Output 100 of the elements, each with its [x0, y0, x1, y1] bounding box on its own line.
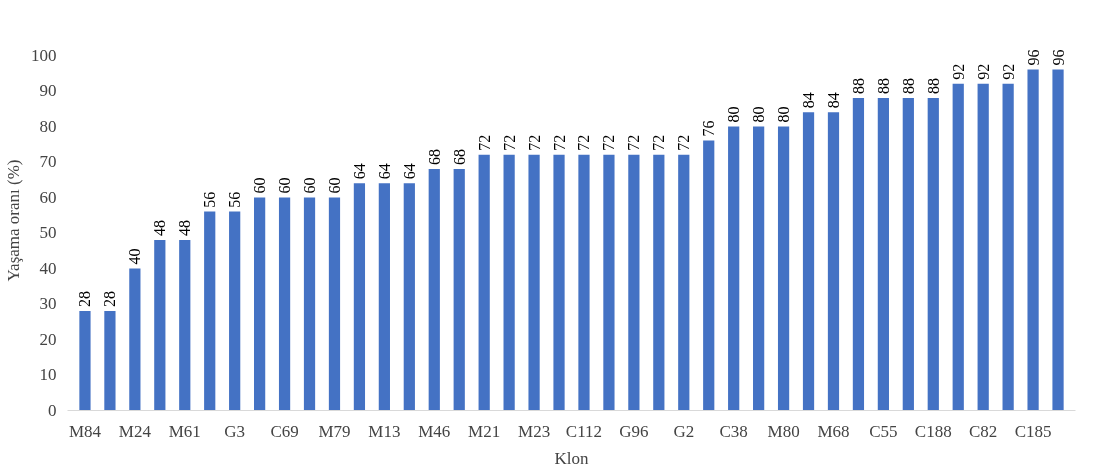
- x-tick-label: M13: [368, 421, 401, 441]
- data-label: 56: [226, 191, 244, 208]
- y-tick-label: 80: [39, 116, 57, 136]
- data-label: 88: [899, 77, 917, 94]
- x-tick-label: M24: [118, 421, 152, 441]
- bar: [229, 211, 241, 411]
- data-label: 68: [450, 149, 468, 165]
- bar: [353, 183, 366, 411]
- data-label: 84: [800, 92, 818, 109]
- x-tick-label: C38: [719, 421, 748, 441]
- x-tick-label: M46: [418, 421, 451, 441]
- data-label: 72: [550, 134, 568, 151]
- data-label: 84: [824, 92, 842, 109]
- data-label: 72: [575, 134, 593, 151]
- x-tick-label: C188: [914, 421, 952, 441]
- data-label: 60: [301, 177, 319, 194]
- x-tick-label: C185: [1014, 421, 1052, 441]
- data-label: 92: [949, 63, 967, 80]
- y-tick-label: 10: [39, 365, 57, 385]
- x-tick-label: M68: [817, 421, 850, 441]
- bar: [553, 154, 565, 411]
- x-tick-label: M79: [318, 421, 351, 441]
- bar: [802, 112, 815, 411]
- y-tick-label: 30: [39, 294, 57, 314]
- bar: [278, 197, 291, 411]
- data-label: 72: [650, 134, 668, 151]
- data-label: 64: [350, 163, 368, 180]
- x-tick-label: C55: [869, 421, 898, 441]
- data-label: 72: [500, 134, 518, 151]
- data-label: 96: [1024, 49, 1042, 66]
- y-tick-label: 70: [39, 152, 57, 172]
- data-label: 72: [525, 134, 543, 151]
- data-label: 96: [1049, 49, 1067, 66]
- bar: [927, 97, 939, 411]
- x-tick-label: G3: [224, 421, 246, 441]
- data-label: 48: [151, 220, 169, 237]
- bar: [303, 197, 316, 411]
- data-label: 80: [750, 106, 768, 123]
- bar: [603, 154, 615, 411]
- x-tick-label: M21: [468, 421, 501, 441]
- bar: [777, 126, 790, 411]
- x-tick-label: G96: [619, 421, 649, 441]
- bar: [1052, 69, 1064, 411]
- data-label: 88: [924, 77, 942, 94]
- bar: [428, 169, 440, 411]
- data-label: 72: [475, 134, 493, 151]
- bar: [328, 197, 341, 411]
- bar: [204, 211, 216, 411]
- x-tick-label: C82: [969, 421, 998, 441]
- data-label: 80: [775, 106, 793, 123]
- data-label: 28: [76, 291, 94, 308]
- data-label: 76: [700, 120, 718, 137]
- x-tick-label: G2: [673, 421, 695, 441]
- data-label: 88: [874, 77, 892, 94]
- bar: [79, 311, 91, 411]
- y-tick-label: 0: [48, 401, 57, 420]
- data-label: 60: [325, 177, 343, 194]
- y-axis-title: Yaşama oranı (%): [4, 159, 23, 282]
- y-tick-label: 60: [39, 187, 57, 207]
- data-label: 60: [251, 177, 269, 194]
- bar: [852, 97, 865, 411]
- x-tick-label: M80: [767, 421, 800, 441]
- bar: [678, 154, 690, 411]
- data-label: 72: [600, 134, 618, 151]
- bar: [503, 154, 515, 411]
- bar: [478, 154, 490, 411]
- x-tick-label: C69: [270, 421, 299, 441]
- data-label: 72: [625, 134, 643, 151]
- data-label: 68: [425, 149, 443, 165]
- bar: [977, 83, 989, 411]
- data-label: 80: [725, 106, 743, 123]
- bar: [827, 112, 840, 411]
- bar: [378, 183, 390, 411]
- x-tick-label: C112: [565, 421, 603, 441]
- bar: [653, 154, 665, 411]
- data-label: 92: [999, 63, 1017, 80]
- data-label: 60: [276, 177, 294, 194]
- bar: [728, 126, 740, 411]
- y-tick-label: 100: [31, 45, 57, 65]
- y-tick-label: 50: [39, 223, 57, 243]
- data-label: 72: [675, 134, 693, 151]
- bar: [703, 140, 715, 411]
- bar: [154, 240, 166, 411]
- data-label: 28: [101, 291, 119, 308]
- bar: [877, 97, 889, 411]
- x-tick-label: M84: [68, 421, 102, 441]
- bar: [1027, 69, 1039, 411]
- bar: [952, 83, 964, 411]
- data-label: 64: [400, 163, 418, 180]
- bar: [104, 311, 116, 411]
- bar: [453, 169, 465, 411]
- y-tick-label: 90: [39, 81, 57, 101]
- data-label: 92: [974, 63, 992, 80]
- bar: [528, 154, 540, 411]
- y-tick-label: 40: [39, 258, 57, 278]
- data-label: 48: [176, 220, 194, 237]
- x-tick-label: M23: [518, 421, 551, 441]
- y-tick-label: 20: [39, 329, 57, 349]
- bar: [254, 197, 266, 411]
- data-label: 88: [849, 77, 867, 94]
